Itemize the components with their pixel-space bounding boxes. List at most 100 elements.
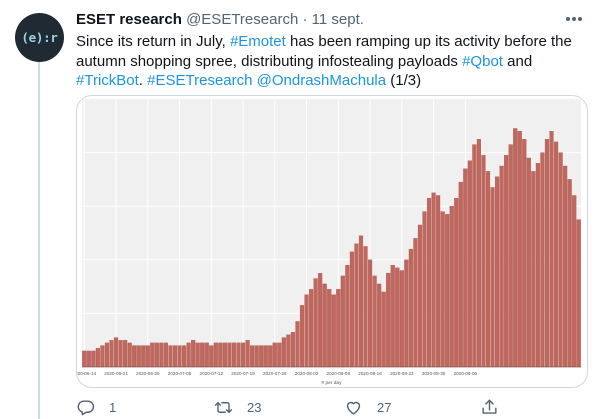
retweet-icon xyxy=(214,401,233,413)
chart-bar xyxy=(377,283,382,368)
emotet-chart: 2020-06-14 2020-06-21 2020-06-28 2020-07-05… xyxy=(77,99,581,386)
chart-bar xyxy=(236,342,241,368)
chart-bar xyxy=(213,342,218,368)
chart-bar xyxy=(123,340,128,368)
chart-bar xyxy=(340,275,345,368)
chart-bar xyxy=(476,139,482,368)
chart-bar xyxy=(413,238,418,368)
chart-image[interactable]: 2020-06-14 2020-06-21 2020-06-28 2020-07-05… xyxy=(76,95,588,388)
chart-bar xyxy=(372,275,377,368)
chart-bar xyxy=(182,345,187,368)
retweet-button[interactable]: 23 xyxy=(214,397,261,417)
tweet-date[interactable]: 11 sept. xyxy=(311,11,364,28)
x-axis-label: # per day xyxy=(321,380,342,386)
tick-label: 2020-09-06 xyxy=(454,371,478,376)
tweet-text: Since its return in July, #Emotet has be… xyxy=(76,32,586,91)
tweet-text-line: #TrickBot. #ESETresearch @OndrashMachula… xyxy=(76,71,586,91)
chart-bar xyxy=(281,337,286,368)
chart-bar xyxy=(354,243,359,368)
chart-bar xyxy=(200,342,205,368)
tick-label: 2020-08-30 xyxy=(422,371,446,376)
tweet-header: ESET research @ESETresearch · 11 sept. xyxy=(76,11,586,31)
chart-bar xyxy=(445,214,450,368)
chart-bar xyxy=(576,219,581,368)
chart-bar xyxy=(463,168,468,368)
tick-label: 2020-07-26 xyxy=(263,371,287,376)
chart-bar xyxy=(240,342,246,368)
chart-bar xyxy=(272,342,277,368)
chart-bar xyxy=(318,273,323,368)
chart-bar xyxy=(544,139,550,368)
chart-bar xyxy=(481,155,486,368)
tweet-text-segment: and xyxy=(502,52,533,70)
chart-bar xyxy=(508,144,513,368)
chart-bar xyxy=(440,211,445,368)
chart-bar xyxy=(82,350,87,368)
chart-bar xyxy=(177,345,182,368)
mention-link[interactable]: @OndrashMachula xyxy=(256,72,387,89)
chart-bar xyxy=(390,265,395,368)
chart-bar xyxy=(309,289,314,368)
tick-label: 2020-07-05 xyxy=(168,371,192,376)
tick-label: 2020-08-16 xyxy=(358,371,382,376)
tweet-text-segment: . xyxy=(138,72,148,89)
author-name[interactable]: ESET research xyxy=(76,11,182,28)
chart-bar xyxy=(336,289,341,368)
chart-bar xyxy=(159,342,164,368)
chart-bar xyxy=(549,131,554,368)
chart-bar xyxy=(363,246,368,368)
chart-bar xyxy=(490,187,495,368)
chart-bar xyxy=(304,294,309,368)
author-handle[interactable]: @ESETresearch xyxy=(186,11,299,28)
chart-bar xyxy=(290,332,296,368)
tick-label: 2020-06-21 xyxy=(104,371,128,376)
tweet-actions: 1 23 27 xyxy=(76,397,516,417)
chart-bar xyxy=(299,305,305,368)
tick-label: 2020-06-14 xyxy=(77,371,96,376)
chart-bar xyxy=(458,181,463,368)
chart-bar xyxy=(136,345,141,368)
chart-bar xyxy=(295,321,300,368)
chart-bar xyxy=(535,163,540,368)
chart-bar xyxy=(399,270,404,368)
share-icon xyxy=(482,399,497,414)
heart-icon xyxy=(346,401,361,415)
tweet-text-line: autumn shopping spree, distributing info… xyxy=(76,52,586,72)
reply-button[interactable]: 1 xyxy=(76,397,116,417)
chart-bar xyxy=(349,251,354,368)
chart-bar xyxy=(245,340,250,368)
chart-bar xyxy=(186,342,191,368)
separator-dot: · xyxy=(302,11,308,28)
chart-bar xyxy=(395,267,400,368)
tweet-text-line: Since its return in July, #Emotet has be… xyxy=(76,32,586,52)
chart-bar xyxy=(426,198,432,368)
tweet-text-segment: has been ramping up its activity before … xyxy=(285,33,572,50)
hashtag-link[interactable]: #ESETresearch xyxy=(147,72,253,89)
chart-bar xyxy=(104,342,110,368)
chart-bar xyxy=(522,139,527,368)
reply-icon xyxy=(77,399,95,415)
tweet-text-segment: autumn shopping spree, distributing info… xyxy=(76,52,463,70)
chart-bar xyxy=(145,345,150,368)
tick-label: 2020-08-02 xyxy=(295,371,319,376)
chart-bar xyxy=(495,176,500,368)
like-button[interactable]: 27 xyxy=(344,397,391,417)
tick-label: 2020-07-19 xyxy=(231,371,255,376)
chart-bar xyxy=(150,342,155,368)
chart-bar xyxy=(572,195,577,368)
share-button[interactable] xyxy=(480,397,499,417)
avatar[interactable]: (e):r xyxy=(15,13,64,62)
hashtag-link[interactable]: #Emotet xyxy=(229,33,286,50)
chart-bar xyxy=(358,235,364,368)
hashtag-link[interactable]: #TrickBot xyxy=(76,72,139,89)
more-dots-icon[interactable] xyxy=(566,12,586,26)
hashtag-link[interactable]: #Qbot xyxy=(462,52,503,70)
chart-bar xyxy=(195,342,200,368)
chart-bar xyxy=(222,342,227,368)
chart-bar xyxy=(218,342,223,368)
chart-bar xyxy=(322,283,327,368)
chart-bar xyxy=(345,265,350,368)
chart-bar xyxy=(250,345,255,368)
chart-bar xyxy=(100,345,105,368)
chart-bar xyxy=(472,144,477,368)
